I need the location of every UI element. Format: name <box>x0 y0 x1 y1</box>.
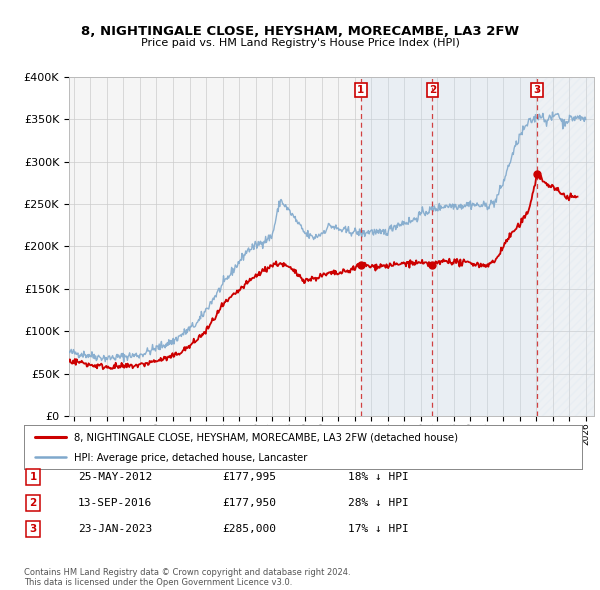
Text: 3: 3 <box>29 524 37 533</box>
Text: 3: 3 <box>533 85 541 95</box>
Text: Contains HM Land Registry data © Crown copyright and database right 2024.
This d: Contains HM Land Registry data © Crown c… <box>24 568 350 587</box>
Text: £285,000: £285,000 <box>222 524 276 533</box>
Text: 23-JAN-2023: 23-JAN-2023 <box>78 524 152 533</box>
Text: 17% ↓ HPI: 17% ↓ HPI <box>348 524 409 533</box>
Text: 18% ↓ HPI: 18% ↓ HPI <box>348 472 409 481</box>
Text: 2: 2 <box>429 85 436 95</box>
Text: 25-MAY-2012: 25-MAY-2012 <box>78 472 152 481</box>
Text: £177,995: £177,995 <box>222 472 276 481</box>
Text: 2: 2 <box>29 498 37 507</box>
Bar <box>537 77 594 416</box>
Text: Price paid vs. HM Land Registry's House Price Index (HPI): Price paid vs. HM Land Registry's House … <box>140 38 460 48</box>
Text: 13-SEP-2016: 13-SEP-2016 <box>78 498 152 507</box>
Text: HPI: Average price, detached house, Lancaster: HPI: Average price, detached house, Lanc… <box>74 453 308 463</box>
Text: 28% ↓ HPI: 28% ↓ HPI <box>348 498 409 507</box>
Text: 8, NIGHTINGALE CLOSE, HEYSHAM, MORECAMBE, LA3 2FW: 8, NIGHTINGALE CLOSE, HEYSHAM, MORECAMBE… <box>81 25 519 38</box>
Text: 8, NIGHTINGALE CLOSE, HEYSHAM, MORECAMBE, LA3 2FW (detached house): 8, NIGHTINGALE CLOSE, HEYSHAM, MORECAMBE… <box>74 432 458 442</box>
Text: £177,950: £177,950 <box>222 498 276 507</box>
Bar <box>433 77 537 416</box>
Bar <box>361 77 433 416</box>
Text: 1: 1 <box>357 85 365 95</box>
Text: 1: 1 <box>29 472 37 481</box>
